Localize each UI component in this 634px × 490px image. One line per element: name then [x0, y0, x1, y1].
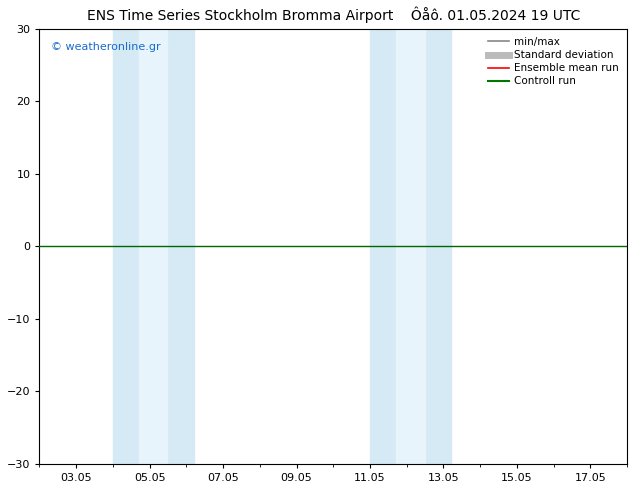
Bar	[370, 29, 451, 464]
Bar	[113, 29, 194, 464]
Legend: min/max, Standard deviation, Ensemble mean run, Controll run: min/max, Standard deviation, Ensemble me…	[485, 34, 622, 90]
Bar	[396, 29, 425, 464]
Text: © weatheronline.gr: © weatheronline.gr	[51, 42, 161, 52]
Title: ENS Time Series Stockholm Bromma Airport    Ôåô. 01.05.2024 19 UTC: ENS Time Series Stockholm Bromma Airport…	[87, 7, 580, 24]
Bar	[139, 29, 167, 464]
